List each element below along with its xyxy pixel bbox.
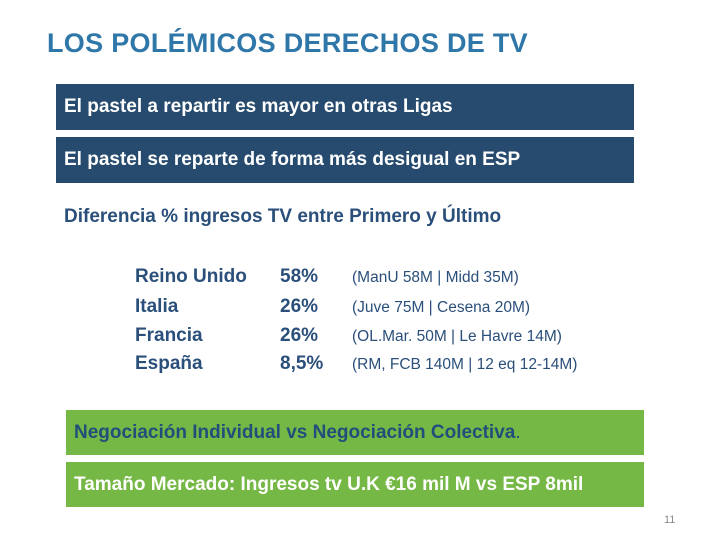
- table-row: Reino Unido 58% (ManU 58M | Midd 35M): [0, 266, 728, 294]
- banner-market-size: Tamaño Mercado: Ingresos tv U.K €16 mil …: [66, 462, 644, 507]
- country-label: Italia: [135, 296, 179, 317]
- percent-value: 26%: [280, 325, 319, 346]
- banner-bigger-pie: El pastel a repartir es mayor en otras L…: [56, 84, 634, 130]
- banner-unequal-split: El pastel se reparte de forma más desigu…: [56, 137, 634, 183]
- revenue-detail: (RM, FCB 140M | 12 eq 12-14M): [352, 356, 578, 373]
- table-row: Italia 26% (Juve 75M | Cesena 20M): [0, 296, 728, 324]
- table-row: Francia 26% (OL.Mar. 50M | Le Havre 14M): [0, 325, 728, 353]
- banner-negotiation-period: .: [515, 422, 521, 443]
- banner-negotiation-text: Negociación Individual vs Negociación Co…: [74, 422, 516, 443]
- table-row: España 8,5% (RM, FCB 140M | 12 eq 12-14M…: [0, 353, 728, 381]
- revenue-detail: (OL.Mar. 50M | Le Havre 14M): [352, 328, 562, 345]
- revenue-detail: (Juve 75M | Cesena 20M): [352, 299, 531, 316]
- slide-title: LOS POLÉMICOS DERECHOS DE TV: [47, 28, 528, 58]
- revenue-detail: (ManU 58M | Midd 35M): [352, 269, 519, 286]
- country-label: Reino Unido: [135, 266, 247, 287]
- percent-value: 8,5%: [280, 353, 324, 374]
- banner-negotiation: Negociación Individual vs Negociación Co…: [66, 410, 644, 455]
- section-subtitle: Diferencia % ingresos TV entre Primero y…: [64, 206, 502, 227]
- country-label: Francia: [135, 325, 203, 346]
- percent-value: 26%: [280, 296, 319, 317]
- page-number: 11: [664, 514, 676, 526]
- country-label: España: [135, 353, 203, 374]
- percent-value: 58%: [280, 266, 319, 287]
